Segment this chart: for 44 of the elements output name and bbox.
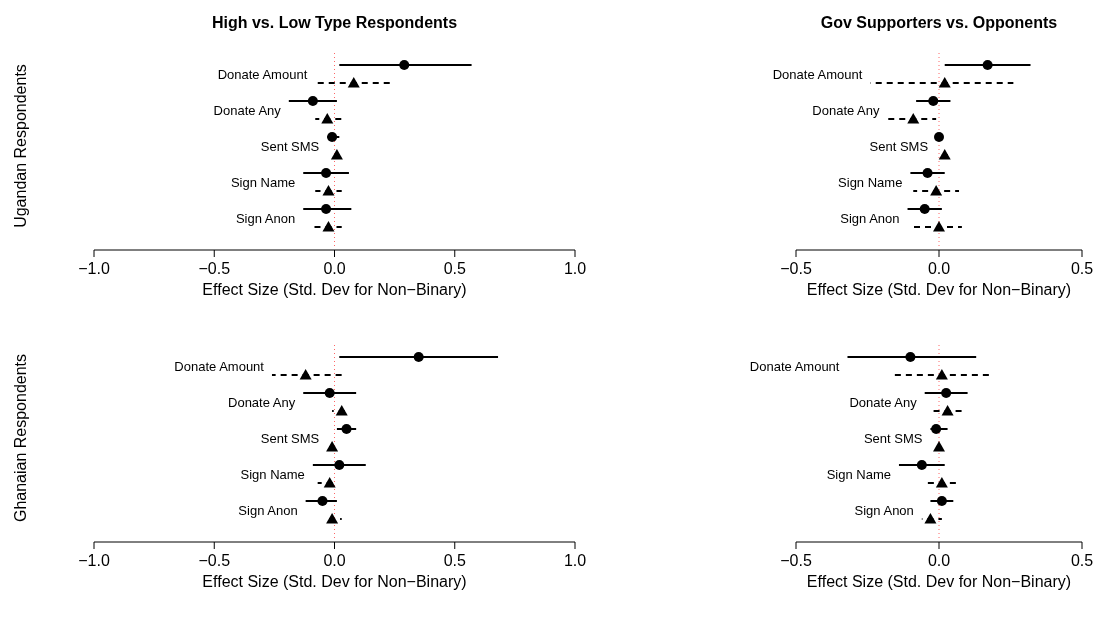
x-tick-label: 0.0: [323, 260, 346, 277]
x-axis-title: Effect Size (Std. Dev for Non−Binary): [202, 573, 467, 590]
y-tick-label: Sent SMS: [869, 139, 929, 154]
x-tick-label: 0.0: [927, 260, 951, 277]
y-tick-label: Donate Any: [849, 395, 918, 410]
y-tick-label: Donate Any: [213, 103, 282, 118]
y-tick-label: Sign Name: [230, 175, 296, 190]
y-tick-label: Donate Amount: [772, 67, 863, 82]
x-tick-label: 0.5: [443, 260, 466, 277]
x-tick-label: −0.5: [198, 260, 231, 277]
x-tick-label: 0.5: [1070, 552, 1094, 569]
y-axis-title: Ugandan Respondents: [12, 64, 29, 228]
y-tick-label: Sign Anon: [238, 503, 298, 518]
y-tick-label: Sign Name: [838, 175, 903, 190]
x-tick-label: 1.0: [563, 260, 587, 277]
y-tick-label: Sign Anon: [840, 211, 900, 226]
y-tick-label: Sign Anon: [235, 211, 296, 226]
x-tick-label: −0.5: [198, 552, 231, 569]
x-tick-label: −0.5: [780, 552, 812, 569]
y-tick-label: Donate Any: [228, 395, 296, 410]
y-tick-label: Sent SMS: [260, 139, 320, 154]
x-tick-label: −1.0: [78, 260, 110, 277]
x-axis-title: Effect Size (Std. Dev for Non−Binary): [202, 281, 467, 298]
x-tick-label: 0.0: [927, 552, 951, 569]
y-tick-label: Sent SMS: [260, 431, 320, 446]
y-tick-label: Donate Amount: [217, 67, 308, 82]
y-tick-label: Sign Name: [240, 467, 305, 482]
y-tick-label: Donate Any: [812, 103, 881, 118]
y-tick-label: Sign Anon: [854, 503, 914, 518]
y-axis-title: Ghanaian Respondents: [12, 353, 29, 523]
y-tick-label: Sign Name: [826, 467, 891, 482]
y-tick-label: Donate Amount: [749, 359, 840, 374]
x-tick-label: −0.5: [780, 260, 812, 277]
y-tick-label: Donate Amount: [174, 359, 265, 374]
chart-title: Gov Supporters vs. Opponents: [820, 14, 1058, 31]
x-tick-label: 0.5: [1070, 260, 1094, 277]
x-tick-label: 0.0: [323, 552, 346, 569]
x-tick-label: −1.0: [78, 552, 110, 569]
x-tick-label: 1.0: [563, 552, 587, 569]
y-tick-label: Sent SMS: [863, 431, 923, 446]
x-axis-title: Effect Size (Std. Dev for Non−Binary): [806, 573, 1072, 590]
chart-title: High vs. Low Type Respondents: [211, 14, 458, 31]
x-axis-title: Effect Size (Std. Dev for Non−Binary): [806, 281, 1072, 298]
x-tick-label: 0.5: [443, 552, 466, 569]
